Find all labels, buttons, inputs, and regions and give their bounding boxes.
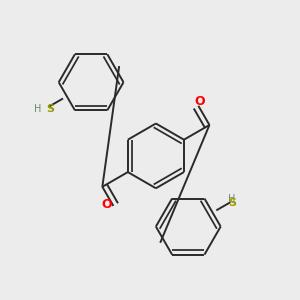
Text: H: H	[228, 194, 236, 204]
Text: H: H	[34, 104, 42, 114]
Text: S: S	[46, 104, 54, 114]
Text: S: S	[228, 198, 236, 208]
Text: O: O	[195, 95, 205, 108]
Text: O: O	[102, 198, 112, 211]
